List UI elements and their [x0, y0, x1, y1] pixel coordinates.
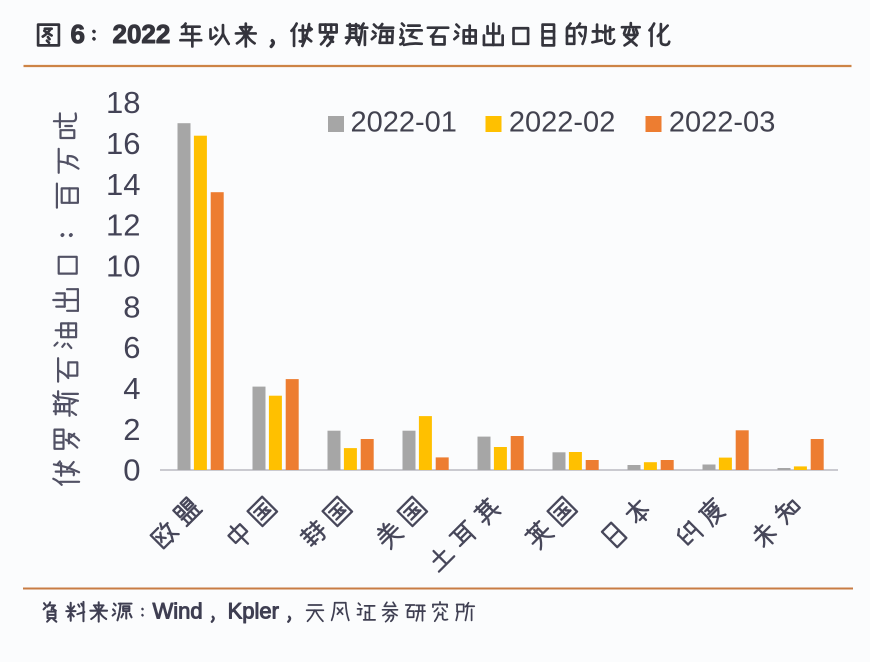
svg-text:6: 6 — [123, 330, 140, 365]
svg-text:6: 6 — [71, 19, 85, 49]
svg-text:10: 10 — [106, 249, 140, 284]
svg-text:2022-02: 2022-02 — [509, 107, 615, 139]
svg-text:2022-03: 2022-03 — [669, 107, 775, 139]
svg-text:0: 0 — [123, 453, 140, 488]
svg-text:4: 4 — [123, 371, 140, 406]
svg-text:8: 8 — [123, 289, 140, 324]
svg-text:18: 18 — [106, 85, 140, 120]
svg-text:2022: 2022 — [113, 19, 171, 49]
svg-text:2022-01: 2022-01 — [351, 107, 457, 139]
svg-text:14: 14 — [106, 167, 140, 202]
svg-text:12: 12 — [106, 208, 140, 243]
svg-text:16: 16 — [106, 126, 140, 161]
svg-text:2: 2 — [123, 412, 140, 447]
svg-text:Wind: Wind — [153, 599, 203, 624]
svg-text:Kpler: Kpler — [228, 599, 279, 624]
